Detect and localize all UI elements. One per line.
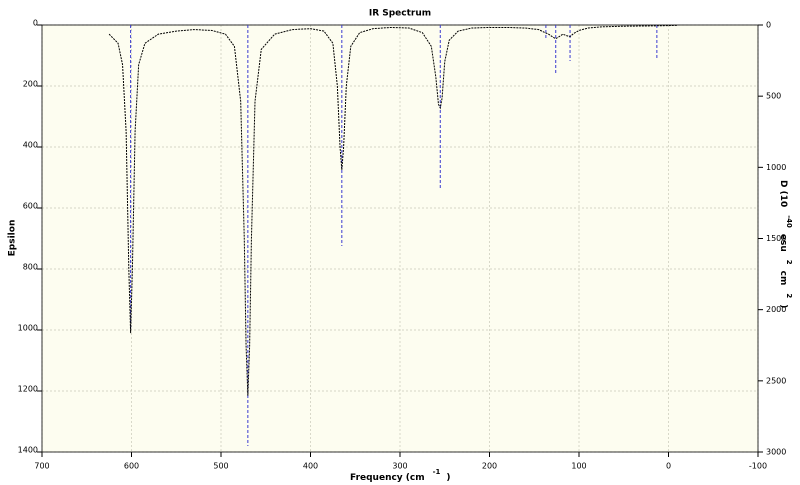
label-part: D (10 bbox=[779, 180, 789, 207]
spectrum-line bbox=[108, 24, 678, 396]
label-part: ) bbox=[446, 473, 450, 483]
axis-label: D (10 -40 esu 2 cm 2) bbox=[779, 180, 794, 308]
label-superscript: 2 bbox=[785, 293, 793, 298]
label-superscript: 2 bbox=[785, 260, 793, 265]
y2-tick-label: 2500 bbox=[766, 376, 786, 385]
y-tick-label: 200 bbox=[23, 80, 38, 89]
x-tick-label: 200 bbox=[482, 462, 497, 471]
y-tick-label: 1200 bbox=[18, 385, 38, 394]
y-tick-label: 800 bbox=[23, 263, 38, 272]
x-tick-label: 500 bbox=[213, 462, 228, 471]
x-tick-label: 600 bbox=[124, 462, 139, 471]
label-superscript: -1 bbox=[433, 468, 441, 476]
plot-frame bbox=[41, 24, 759, 453]
x-tick-label: -100 bbox=[749, 462, 767, 471]
label-part: cm bbox=[779, 271, 789, 286]
y2-tick-label: 500 bbox=[766, 92, 781, 101]
y2-tick-label: 1000 bbox=[766, 163, 786, 172]
label-part: ) bbox=[779, 304, 789, 308]
y2-tick-label: 3000 bbox=[766, 448, 786, 457]
y-tick-label: 1000 bbox=[18, 324, 38, 333]
y2-tick-label: 0 bbox=[766, 21, 771, 30]
y-tick-label: 1400 bbox=[18, 446, 38, 455]
y2-tick-label: 2000 bbox=[766, 305, 786, 314]
x-tick-label: 400 bbox=[303, 462, 318, 471]
label-part: esu bbox=[779, 234, 789, 252]
y-axis-label: Epsilon bbox=[8, 220, 18, 257]
y-tick-label: 600 bbox=[23, 202, 38, 211]
y-tick-label: 400 bbox=[23, 141, 38, 150]
x-tick-label: 300 bbox=[392, 462, 407, 471]
y-tick-label: 0 bbox=[33, 19, 38, 28]
y2-tick-label: 1500 bbox=[766, 234, 786, 243]
label-superscript: -40 bbox=[785, 215, 793, 228]
x-tick-label: 100 bbox=[571, 462, 586, 471]
axis-label: Frequency (cm -1) bbox=[350, 468, 451, 483]
x-tick-label: 700 bbox=[34, 462, 49, 471]
label-part: Frequency (cm bbox=[350, 473, 425, 483]
x-tick-label: 0 bbox=[666, 462, 671, 471]
chart-title: IR Spectrum bbox=[369, 9, 431, 19]
